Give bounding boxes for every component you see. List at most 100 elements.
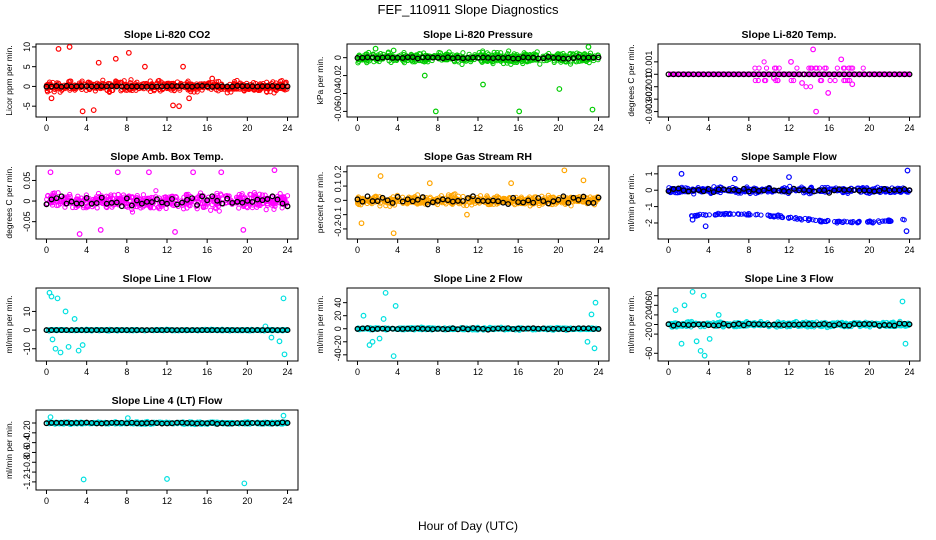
data-point [806,190,812,197]
data-point [44,89,51,95]
mean-point [199,193,206,200]
y-tick-label: -0.05 [22,211,32,232]
data-point [752,65,758,71]
y-tick-label: -0.06 [333,101,343,122]
mean-point [665,188,672,195]
mean-point [791,185,797,192]
data-point [796,215,803,222]
mean-point [831,187,838,194]
y-tick-label: 0.1 [333,180,343,193]
data-point [366,342,373,348]
mean-point [384,197,391,204]
mean-point [204,197,211,204]
mean-point [174,201,180,208]
data-point [140,192,147,198]
mean-point [675,185,682,192]
data-point [765,212,771,218]
y-tick-label: -0.2 [333,221,343,237]
data-point [387,203,393,209]
data-point [733,71,740,77]
panel-4: Slope Amb. Box Temp.0 4 8 12 16 20 24-0.0500.0… [4,151,299,255]
mean-point [424,201,431,208]
data-point [151,88,157,94]
data-point [417,325,423,332]
data-point [702,223,709,230]
data-point [75,193,81,199]
data-point [763,77,769,84]
data-point [214,190,220,196]
x-tick-label: 12 [784,367,794,377]
data-point [281,351,288,358]
y-tick-label: 0 [644,72,654,77]
data-point [364,200,370,207]
data-point [801,190,807,196]
x-tick-label: 0 [355,245,360,255]
mean-point [409,198,416,205]
data-point [281,194,287,200]
mean-point [580,193,587,200]
mean-point [284,327,291,334]
data-point [545,192,551,198]
data-point [508,180,515,187]
data-point [803,84,809,90]
data-point [180,206,187,212]
y-tick-label: 0.001 [644,51,654,74]
mean-point [550,198,557,205]
data-point [827,77,833,84]
data-point [259,192,265,198]
data-point [170,102,176,109]
data-point [904,167,911,174]
mean-point [530,199,537,206]
y-axis-label: ml/min per min. [315,295,325,353]
y-tick-label: 20 [333,311,343,321]
data-point [755,77,761,84]
data-point [49,202,56,208]
data-point [167,200,173,206]
panel-title: Slope Sample Flow [741,151,838,163]
data-point [55,45,62,52]
mean-point [876,187,883,194]
x-tick-label: 20 [553,123,563,133]
data-point [95,59,102,66]
mean-point [389,200,396,206]
x-tick-label: 0 [355,367,360,377]
data-point [846,65,852,71]
mean-point [359,198,366,205]
x-tick-label: 12 [162,123,172,133]
data-point [810,46,817,53]
mean-point [520,199,527,206]
y-tick-label: -20 [644,328,654,341]
mean-point [429,199,436,206]
data-point [172,229,178,235]
mean-point [274,196,281,203]
data-point [589,106,596,113]
data-point [753,71,760,77]
data-point [224,192,230,199]
x-tick-label: 20 [242,123,252,133]
x-tick-label: 8 [746,245,751,255]
mean-point [239,199,246,206]
data-point [799,80,805,86]
mean-point [48,196,55,203]
x-tick-label: 0 [666,367,671,377]
data-point [45,192,51,199]
data-point [66,44,73,50]
mean-point [138,200,145,207]
data-point [234,77,240,84]
x-tick-label: 4 [706,123,711,133]
x-tick-label: 20 [864,123,874,133]
x-tick-label: 24 [905,367,915,377]
data-point [437,50,444,56]
data-point [208,207,214,213]
x-tick-label: 4 [706,245,711,255]
mean-point [590,199,597,206]
data-point [392,303,399,309]
points-layer [43,44,291,115]
data-point [591,345,598,352]
mean-point [164,200,170,207]
data-point [806,65,812,71]
data-point [689,216,696,223]
mean-point [444,197,451,204]
data-point [268,334,275,341]
mean-point [219,200,226,207]
